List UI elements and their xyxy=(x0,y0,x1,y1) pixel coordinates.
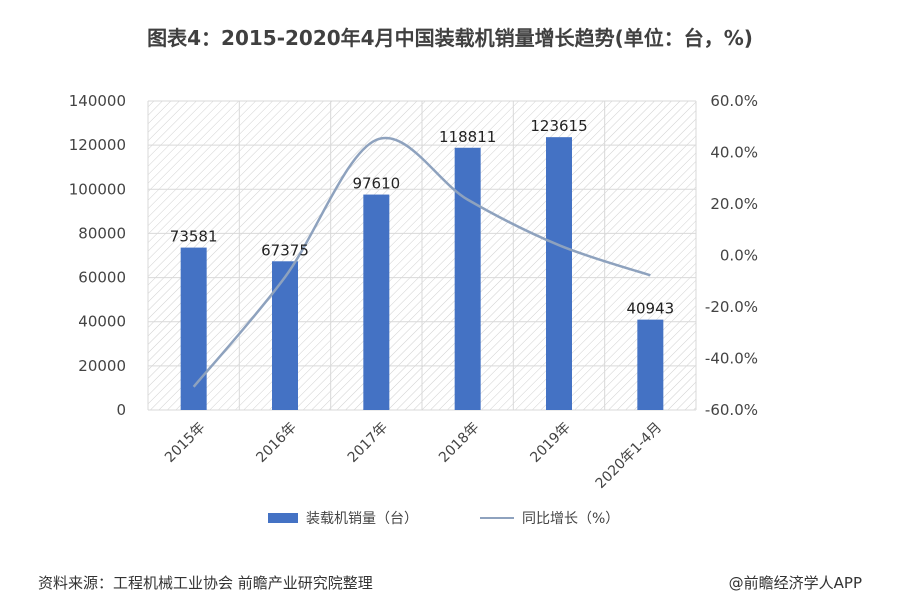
left-y-axis: 0 20000 40000 60000 80000 100000 120000 140000 xyxy=(69,92,126,419)
left-y-tick-label: 60000 xyxy=(78,269,126,287)
left-y-tick-label: 120000 xyxy=(69,136,126,154)
right-y-tick-label: 20.0% xyxy=(710,195,758,213)
legend-bar-swatch xyxy=(268,513,298,523)
left-y-tick-label: 80000 xyxy=(78,224,126,242)
credit-note: @前瞻经济学人APP xyxy=(728,574,862,592)
bar-series xyxy=(180,137,664,410)
x-tick-label: 2016年 xyxy=(253,420,299,466)
x-tick-label: 2017年 xyxy=(345,420,391,466)
legend-line-swatch xyxy=(480,517,514,519)
right-y-tick-label: -60.0% xyxy=(705,401,758,419)
right-y-tick-label: -20.0% xyxy=(705,298,758,316)
data-labels: 73581 67375 97610 118811 123615 40943 xyxy=(170,117,674,317)
right-y-tick-label: -40.0% xyxy=(705,350,758,368)
left-y-tick-label: 140000 xyxy=(69,92,126,110)
bar xyxy=(363,194,390,410)
bar-data-label: 97610 xyxy=(352,175,400,193)
legend-line-label: 同比增长（%） xyxy=(522,511,620,527)
left-y-tick-label: 40000 xyxy=(78,313,126,331)
bar xyxy=(637,319,664,410)
bar-data-label: 40943 xyxy=(626,300,674,318)
x-axis: 2015年 2016年 2017年 2018年 2019年 2020年1-4月 xyxy=(162,420,665,492)
legend-item-line: 同比增长（%） xyxy=(480,508,619,528)
left-y-tick-label: 20000 xyxy=(78,357,126,375)
gridlines xyxy=(147,100,697,411)
left-y-tick-label: 0 xyxy=(116,401,126,419)
bar xyxy=(272,261,298,410)
left-y-tick-label: 100000 xyxy=(69,180,126,198)
x-tick-label: 2015年 xyxy=(162,420,208,466)
legend-bar-label: 装载机销量（台） xyxy=(306,511,418,527)
x-tick-label: 2020年1-4月 xyxy=(593,420,665,492)
bar xyxy=(180,247,207,410)
x-tick-label: 2018年 xyxy=(436,420,482,466)
bar-data-label: 73581 xyxy=(170,228,218,246)
source-note: 资料来源：工程机械工业协会 前瞻产业研究院整理 xyxy=(38,574,373,592)
bar xyxy=(546,137,572,410)
legend: 装载机销量（台） 同比增长（%） xyxy=(0,508,900,534)
bar-data-label: 67375 xyxy=(261,241,309,259)
right-y-tick-label: 0.0% xyxy=(720,247,758,265)
x-tick-label: 2019年 xyxy=(527,420,573,466)
chart-title: 图表4：2015-2020年4月中国装载机销量增长趋势(单位：台，%) xyxy=(147,26,753,50)
right-y-tick-label: 40.0% xyxy=(710,144,758,162)
right-y-tick-label: 60.0% xyxy=(710,92,758,110)
right-y-axis: -60.0% -40.0% -20.0% 0.0% 20.0% 40.0% 60.0% xyxy=(705,92,758,419)
line-series xyxy=(192,136,651,388)
legend-item-bar: 装载机销量（台） xyxy=(268,508,418,528)
bar xyxy=(454,147,481,410)
bar-data-label: 118811 xyxy=(439,128,496,146)
bar-data-label: 123615 xyxy=(530,117,587,135)
